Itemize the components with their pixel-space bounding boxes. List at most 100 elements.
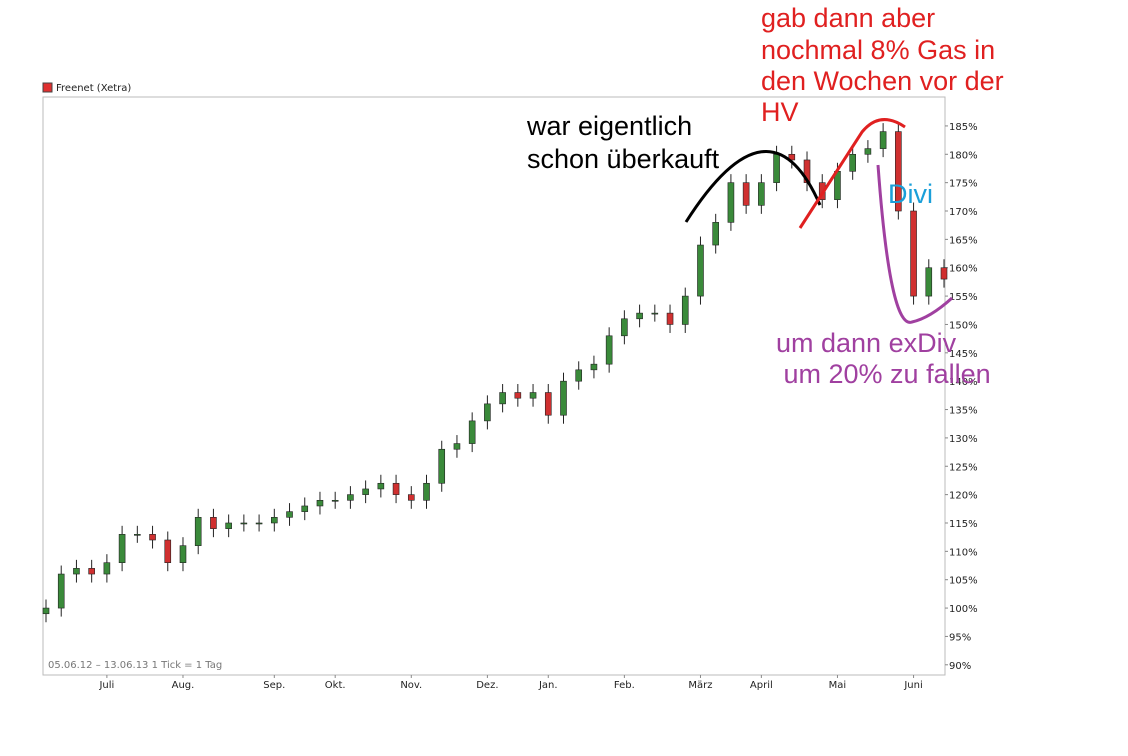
candle-body xyxy=(118,534,126,563)
x-tick-label: März xyxy=(688,680,712,691)
candle-body xyxy=(468,420,476,444)
candle-body xyxy=(73,568,80,575)
x-tick-label: Dez. xyxy=(476,680,498,691)
candle-body xyxy=(484,403,491,422)
candle-body xyxy=(560,380,567,416)
x-tick-label: Juli xyxy=(98,680,114,691)
candle-body xyxy=(179,545,187,563)
y-tick-label: 105% xyxy=(949,576,978,587)
candle-body xyxy=(164,539,172,563)
plot-frame xyxy=(42,96,946,676)
annotation-curve xyxy=(798,118,906,229)
candle-body xyxy=(88,568,95,575)
x-tick-label: Feb. xyxy=(614,680,635,691)
candle-body xyxy=(940,267,948,280)
y-tick-label: 185% xyxy=(949,122,978,133)
candle-body xyxy=(149,534,156,541)
candle-body xyxy=(499,392,506,405)
candle-body xyxy=(864,148,872,155)
y-tick-label: 155% xyxy=(949,292,978,303)
y-tick-label: 140% xyxy=(949,377,978,388)
candle-body xyxy=(712,222,719,246)
annotation: HV xyxy=(761,97,799,127)
candle-body xyxy=(621,318,628,337)
y-tick-label: 145% xyxy=(949,349,978,360)
y-tick-label: 95% xyxy=(949,632,971,643)
y-tick-label: 175% xyxy=(949,179,978,190)
candle-body xyxy=(651,312,659,315)
annotation: Divi xyxy=(888,179,933,209)
candle-body xyxy=(910,210,917,297)
x-tick-label: Aug. xyxy=(172,680,195,691)
x-tick-label: Sep. xyxy=(263,680,285,691)
y-tick-label: 125% xyxy=(949,462,978,473)
candle-body xyxy=(392,482,400,495)
candle-body xyxy=(362,488,369,495)
candle-body xyxy=(895,131,902,212)
x-tick-label: Juni xyxy=(903,680,922,691)
y-tick-label: 130% xyxy=(949,434,978,445)
candle-body xyxy=(194,517,202,546)
candle-body xyxy=(301,505,309,512)
candle-body xyxy=(42,607,50,615)
candle-body xyxy=(271,517,278,524)
candle-body xyxy=(57,573,65,609)
candle-body xyxy=(666,312,674,325)
candle-body xyxy=(331,499,339,502)
annotation: den Wochen vor der xyxy=(761,66,1004,96)
annotation: um 20% zu fallen xyxy=(776,359,991,389)
candle-body xyxy=(879,131,887,149)
candle-body xyxy=(423,482,430,501)
candle-body xyxy=(514,392,522,399)
candle-body xyxy=(210,517,217,529)
candle-body xyxy=(605,335,613,365)
candle-body xyxy=(240,522,248,525)
annotation: schon überkauft xyxy=(527,144,720,174)
candle-body xyxy=(925,267,933,297)
x-tick-label: Jan. xyxy=(538,680,558,691)
info-text: 05.06.12 – 13.06.13 1 Tick = 1 Tag xyxy=(48,660,222,671)
candle-body xyxy=(742,182,750,206)
candle-body xyxy=(773,153,780,183)
candle-body xyxy=(407,494,415,501)
x-tick-label: Nov. xyxy=(400,680,422,691)
annotation: um dann exDiv xyxy=(776,328,957,358)
legend-label: Freenet (Xetra) xyxy=(56,83,131,94)
candle-body xyxy=(529,392,537,399)
annotation-curve xyxy=(876,164,954,324)
y-tick-label: 165% xyxy=(949,235,978,246)
x-tick-label: Okt. xyxy=(325,680,346,691)
candle-body xyxy=(590,363,598,371)
y-tick-label: 160% xyxy=(949,264,978,275)
candle-body xyxy=(849,153,856,172)
x-tick-label: Mai xyxy=(829,680,847,691)
annotation: gab dann aber xyxy=(761,3,935,33)
candle-body xyxy=(544,392,552,416)
candle-body xyxy=(727,182,735,223)
candle-body xyxy=(347,494,354,501)
y-tick-label: 120% xyxy=(949,491,978,502)
y-tick-label: 115% xyxy=(949,519,978,530)
y-tick-label: 110% xyxy=(949,547,978,558)
candle-body xyxy=(225,522,232,529)
legend-swatch xyxy=(42,82,53,93)
candle-body xyxy=(681,295,689,325)
y-tick-label: 135% xyxy=(949,406,978,417)
candle-body xyxy=(575,369,583,382)
y-tick-label: 150% xyxy=(949,320,978,331)
annotation: nochmal 8% Gas in xyxy=(761,35,995,65)
y-tick-label: 90% xyxy=(949,661,971,672)
candle-body xyxy=(377,482,385,490)
y-tick-label: 180% xyxy=(949,150,978,161)
candle-body xyxy=(697,244,704,297)
candle-body xyxy=(453,443,461,450)
candle-body xyxy=(758,182,765,206)
candle-body xyxy=(103,562,111,575)
candle-body xyxy=(438,448,446,484)
y-tick-label: 100% xyxy=(949,604,978,615)
annotation: war eigentlich xyxy=(526,111,692,141)
annotation-curve xyxy=(684,150,822,223)
candle-body xyxy=(134,534,141,536)
y-tick-label: 170% xyxy=(949,207,978,218)
